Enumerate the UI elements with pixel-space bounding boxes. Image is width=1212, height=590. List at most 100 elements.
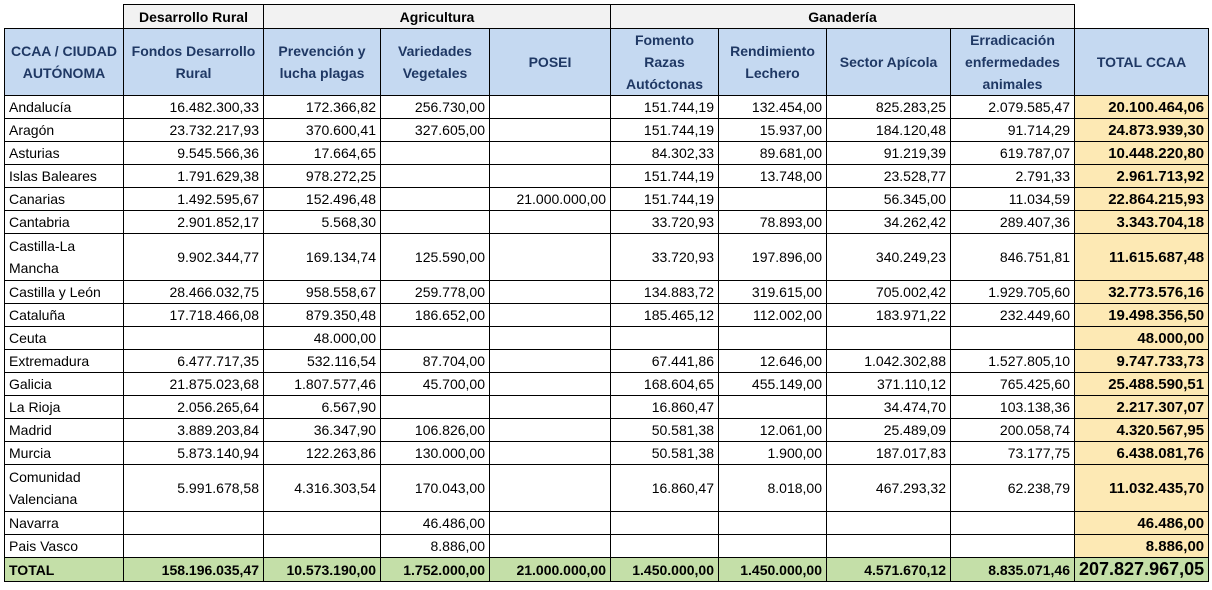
- region-name: Castilla y León: [4, 280, 124, 304]
- value-cell: 78.893,00: [718, 210, 827, 234]
- value-cell: [950, 326, 1075, 350]
- value-cell: 532.116,54: [263, 349, 381, 373]
- row-total-cell: 6.438.081,76: [1073, 441, 1210, 465]
- region-name: Asturias: [4, 141, 124, 165]
- value-cell: 185.465,12: [610, 303, 719, 327]
- value-cell: [489, 534, 611, 558]
- value-cell: [718, 326, 827, 350]
- value-cell: 289.407,36: [950, 210, 1075, 234]
- value-cell: 168.604,65: [610, 372, 719, 396]
- value-cell: 765.425,60: [950, 372, 1075, 396]
- table-row: Pais Vasco 8.886,00 8.886,00: [4, 534, 1210, 558]
- table-row: Aragón 23.732.217,93 370.600,41 327.605,00 1…: [4, 118, 1210, 142]
- row-total-cell: 3.343.704,18: [1073, 210, 1210, 234]
- value-cell: 103.138,36: [950, 395, 1075, 419]
- value-cell: 170.043,00: [380, 464, 490, 512]
- value-cell: 958.558,67: [263, 280, 381, 304]
- value-cell: [718, 511, 827, 535]
- row-total-cell: 8.886,00: [1073, 534, 1210, 558]
- region-name: Extremadura: [4, 349, 124, 373]
- region-name: Navarra: [4, 511, 124, 535]
- value-cell: 200.058,74: [950, 418, 1075, 442]
- value-cell: 122.263,86: [263, 441, 381, 465]
- value-cell: [380, 395, 490, 419]
- value-cell: [489, 95, 611, 119]
- value-cell: 9.902.344,77: [123, 233, 264, 281]
- value-cell: [718, 534, 827, 558]
- value-cell: 8.018,00: [718, 464, 827, 512]
- value-cell: 23.528,77: [826, 164, 951, 188]
- value-cell: 5.991.678,58: [123, 464, 264, 512]
- value-cell: 256.730,00: [380, 95, 490, 119]
- value-cell: 67.441,86: [610, 349, 719, 373]
- value-cell: [489, 280, 611, 304]
- value-cell: [489, 372, 611, 396]
- column-header-ccaa: CCAA / CIUDAD AUTÓNOMA: [4, 28, 124, 96]
- value-cell: [489, 141, 611, 165]
- table-row: Galicia 21.875.023,68 1.807.577,46 45.700,0…: [4, 372, 1210, 396]
- region-name: Andalucía: [4, 95, 124, 119]
- region-name: Madrid: [4, 418, 124, 442]
- value-cell: 619.787,07: [950, 141, 1075, 165]
- value-cell: 259.778,00: [380, 280, 490, 304]
- column-header-razas: Fomento Razas Autóctonas: [610, 28, 719, 96]
- value-cell: [826, 326, 951, 350]
- value-cell: [489, 441, 611, 465]
- region-name: Comunidad Valenciana: [4, 464, 124, 512]
- total-cell: 158.196.035,47: [123, 557, 264, 582]
- row-total-cell: 48.000,00: [1073, 326, 1210, 350]
- row-total-cell: 11.032.435,70: [1073, 464, 1210, 512]
- total-cell: 21.000.000,00: [489, 557, 611, 582]
- table-row: Islas Baleares 1.791.629,38 978.272,25 151.…: [4, 164, 1210, 188]
- value-cell: 23.732.217,93: [123, 118, 264, 142]
- column-header-total: TOTAL CCAA: [1073, 28, 1210, 96]
- table-row: Murcia 5.873.140,94 122.263,86 130.000,00 50…: [4, 441, 1210, 465]
- value-cell: 232.449,60: [950, 303, 1075, 327]
- table-row: Navarra 46.486,00 46.486,00: [4, 511, 1210, 535]
- value-cell: 17.718.466,08: [123, 303, 264, 327]
- value-cell: 6.567,90: [263, 395, 381, 419]
- value-cell: [950, 534, 1075, 558]
- column-header-row: CCAA / CIUDAD AUTÓNOMA Fondos Desarrollo…: [4, 28, 1210, 96]
- row-total-cell: 22.864.215,93: [1073, 187, 1210, 211]
- value-cell: 151.744,19: [610, 118, 719, 142]
- value-cell: 6.477.717,35: [123, 349, 264, 373]
- total-cell: 1.450.000,00: [610, 557, 719, 582]
- value-cell: 34.474,70: [826, 395, 951, 419]
- table-row: Canarias 1.492.595,67 152.496,48 21.000.000…: [4, 187, 1210, 211]
- value-cell: 370.600,41: [263, 118, 381, 142]
- value-cell: [489, 326, 611, 350]
- value-cell: 33.720,93: [610, 210, 719, 234]
- total-cell: 10.573.190,00: [263, 557, 381, 582]
- value-cell: [123, 534, 264, 558]
- value-cell: 1.042.302,88: [826, 349, 951, 373]
- value-cell: 50.581,38: [610, 418, 719, 442]
- table-row: La Rioja 2.056.265,64 6.567,90 16.860,47 34.…: [4, 395, 1210, 419]
- value-cell: 183.971,22: [826, 303, 951, 327]
- value-cell: [489, 303, 611, 327]
- value-cell: 455.149,00: [718, 372, 827, 396]
- value-cell: 89.681,00: [718, 141, 827, 165]
- value-cell: 25.489,09: [826, 418, 951, 442]
- value-cell: 187.017,83: [826, 441, 951, 465]
- value-cell: [123, 326, 264, 350]
- value-cell: 48.000,00: [263, 326, 381, 350]
- total-cell: 1.752.000,00: [380, 557, 490, 582]
- value-cell: [950, 511, 1075, 535]
- value-cell: 371.110,12: [826, 372, 951, 396]
- value-cell: 151.744,19: [610, 95, 719, 119]
- value-cell: [826, 511, 951, 535]
- value-cell: [380, 164, 490, 188]
- table-row: Extremadura 6.477.717,35 532.116,54 87.704,…: [4, 349, 1210, 373]
- value-cell: [610, 511, 719, 535]
- row-total-cell: 19.498.356,50: [1073, 303, 1210, 327]
- value-cell: 825.283,25: [826, 95, 951, 119]
- value-cell: 151.744,19: [610, 187, 719, 211]
- value-cell: 1.900,00: [718, 441, 827, 465]
- value-cell: 45.700,00: [380, 372, 490, 396]
- value-cell: 132.454,00: [718, 95, 827, 119]
- region-name: Cataluña: [4, 303, 124, 327]
- value-cell: 1.492.595,67: [123, 187, 264, 211]
- value-cell: 28.466.032,75: [123, 280, 264, 304]
- value-cell: 112.002,00: [718, 303, 827, 327]
